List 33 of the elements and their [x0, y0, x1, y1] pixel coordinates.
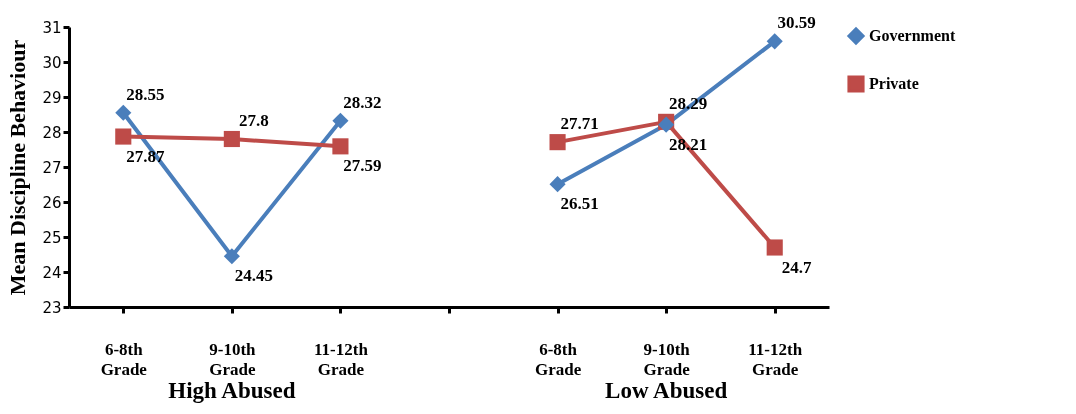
y-axis-title: Mean Discipline Behaviour — [5, 39, 31, 296]
point — [223, 248, 240, 265]
x-tick-label: 9-10th Grade — [643, 339, 691, 379]
data-label: 24.7 — [781, 257, 813, 277]
data-label: 26.51 — [560, 194, 599, 214]
data-label: 27.71 — [560, 114, 599, 134]
x-tick-label: 6-8th Grade — [534, 339, 582, 379]
y-tick-label: 26 — [42, 193, 62, 212]
y-tick-label: 23 — [42, 298, 62, 317]
point — [766, 239, 783, 256]
data-label: 27.59 — [343, 156, 382, 176]
y-tick-label: 25 — [42, 228, 62, 247]
text: Low Abused — [605, 378, 728, 403]
data-label: 24.45 — [234, 266, 273, 286]
legend-label: Government — [869, 27, 956, 44]
y-tick-label: 27 — [42, 158, 62, 177]
x-tick-label: 11-12th Grade — [748, 339, 803, 379]
data-label: 28.32 — [343, 92, 382, 112]
y-tick-label: 30 — [42, 53, 62, 72]
y-tick-label: 28 — [42, 123, 62, 142]
x-tick-label: 6-8th Grade — [100, 339, 148, 379]
y-tick-label: 31 — [42, 18, 62, 37]
data-label: 28.55 — [126, 84, 165, 104]
point — [332, 112, 349, 129]
legend-label: Private — [869, 75, 919, 92]
text: High Abused — [168, 378, 296, 403]
point — [115, 104, 132, 121]
data-label: 27.8 — [238, 111, 269, 130]
x-tick-label: 9-10th Grade — [209, 339, 257, 379]
y-tick-label: 29 — [42, 88, 62, 107]
data-label: 30.59 — [777, 13, 816, 33]
x-tick-label: 11-12th Grade — [314, 339, 369, 379]
y-tick-label: 24 — [42, 263, 62, 282]
